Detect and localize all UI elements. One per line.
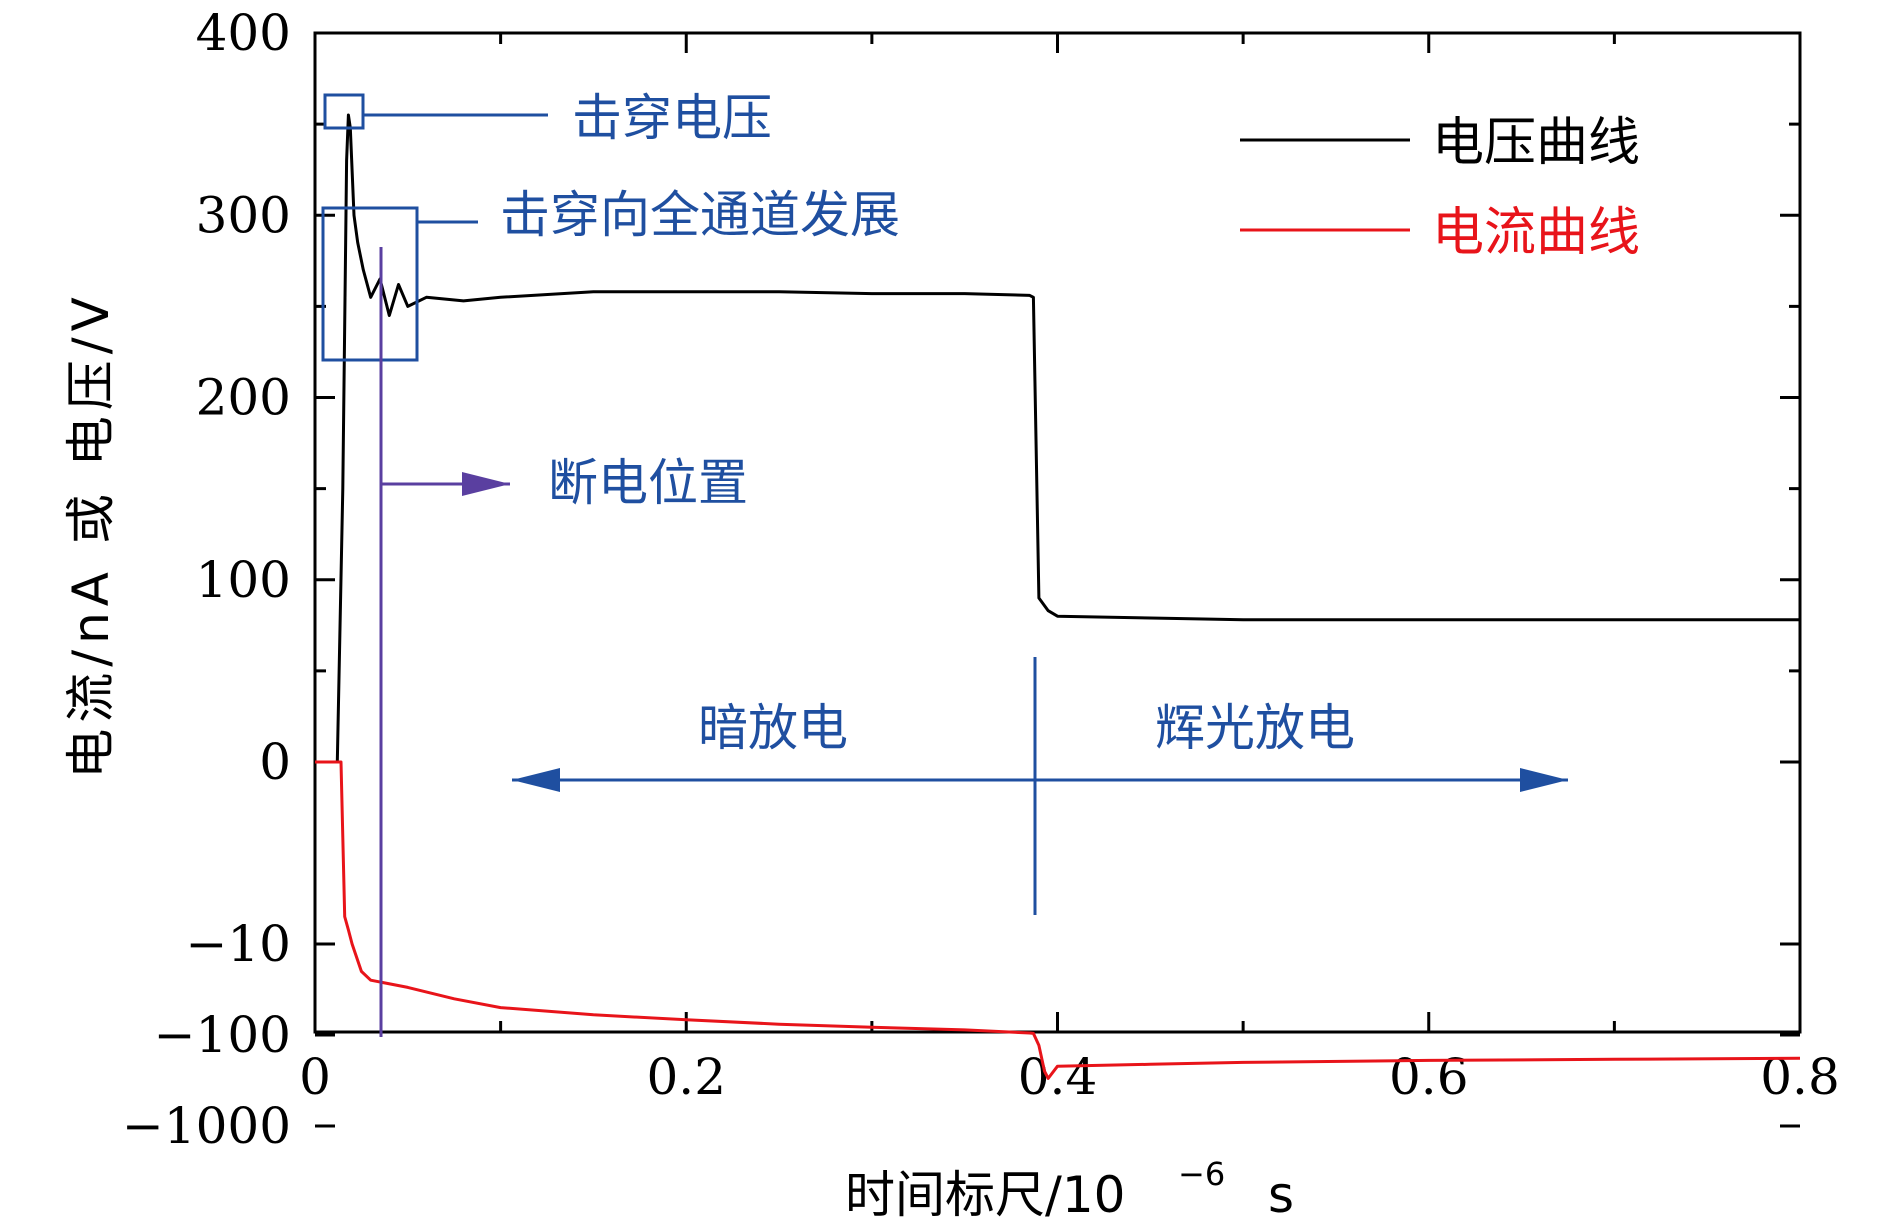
legend-label-voltage: 电压曲线 <box>1432 113 1640 173</box>
x-axis-title-text: 时间标尺/10 <box>845 1166 1125 1224</box>
y-tick-label: 400 <box>196 4 291 62</box>
x-axis-title: 时间标尺/10 −6 s <box>845 1155 1294 1224</box>
annotations: 击穿电压 击穿向全通道发展 断电位置 暗放电 辉光放电 <box>321 89 1568 1037</box>
x-tick-label: 0.6 <box>1389 1048 1469 1106</box>
series-layer <box>314 113 1801 1080</box>
x-tick-label: 0.4 <box>1018 1048 1098 1106</box>
x-axis-title-exponent: −6 <box>1178 1155 1225 1193</box>
annotation-dark-discharge: 暗放电 <box>698 699 848 757</box>
y-axis-title: 电流/nA 或 电压/V <box>62 291 120 779</box>
y-tick-label: 200 <box>196 369 291 427</box>
y-tick-label: 300 <box>196 186 291 244</box>
legend: 电压曲线 电流曲线 <box>1240 113 1640 263</box>
full-channel-box <box>321 206 419 362</box>
annotation-glow-discharge: 辉光放电 <box>1155 699 1355 757</box>
x-tick-label: 0.2 <box>646 1048 726 1106</box>
x-tick-label: 0.8 <box>1760 1048 1840 1106</box>
tick-labels: 0 0.2 0.4 0.6 0.8 400 300 200 100 0 −10 −100 −1000 <box>122 4 1840 1155</box>
y-tick-label: −100 <box>154 1006 291 1064</box>
y-tick-label: 100 <box>196 551 291 609</box>
plot-frame <box>313 31 1802 1034</box>
y-tick-label: −1000 <box>122 1097 291 1155</box>
y-tick-label: −10 <box>185 915 291 973</box>
y-tick-label: 0 <box>259 733 291 791</box>
x-axis-title-unit: s <box>1268 1166 1294 1224</box>
legend-label-current: 电流曲线 <box>1432 203 1640 263</box>
annotation-full-channel: 击穿向全通道发展 <box>500 186 900 244</box>
series-line-0 <box>315 113 1800 764</box>
series-line-1 <box>315 760 1801 1080</box>
x-tick-label: 0 <box>299 1048 331 1106</box>
annotation-power-off: 断电位置 <box>548 454 748 512</box>
annotation-breakdown-voltage: 击穿电压 <box>572 89 772 147</box>
breakdown-voltage-box <box>323 93 365 130</box>
